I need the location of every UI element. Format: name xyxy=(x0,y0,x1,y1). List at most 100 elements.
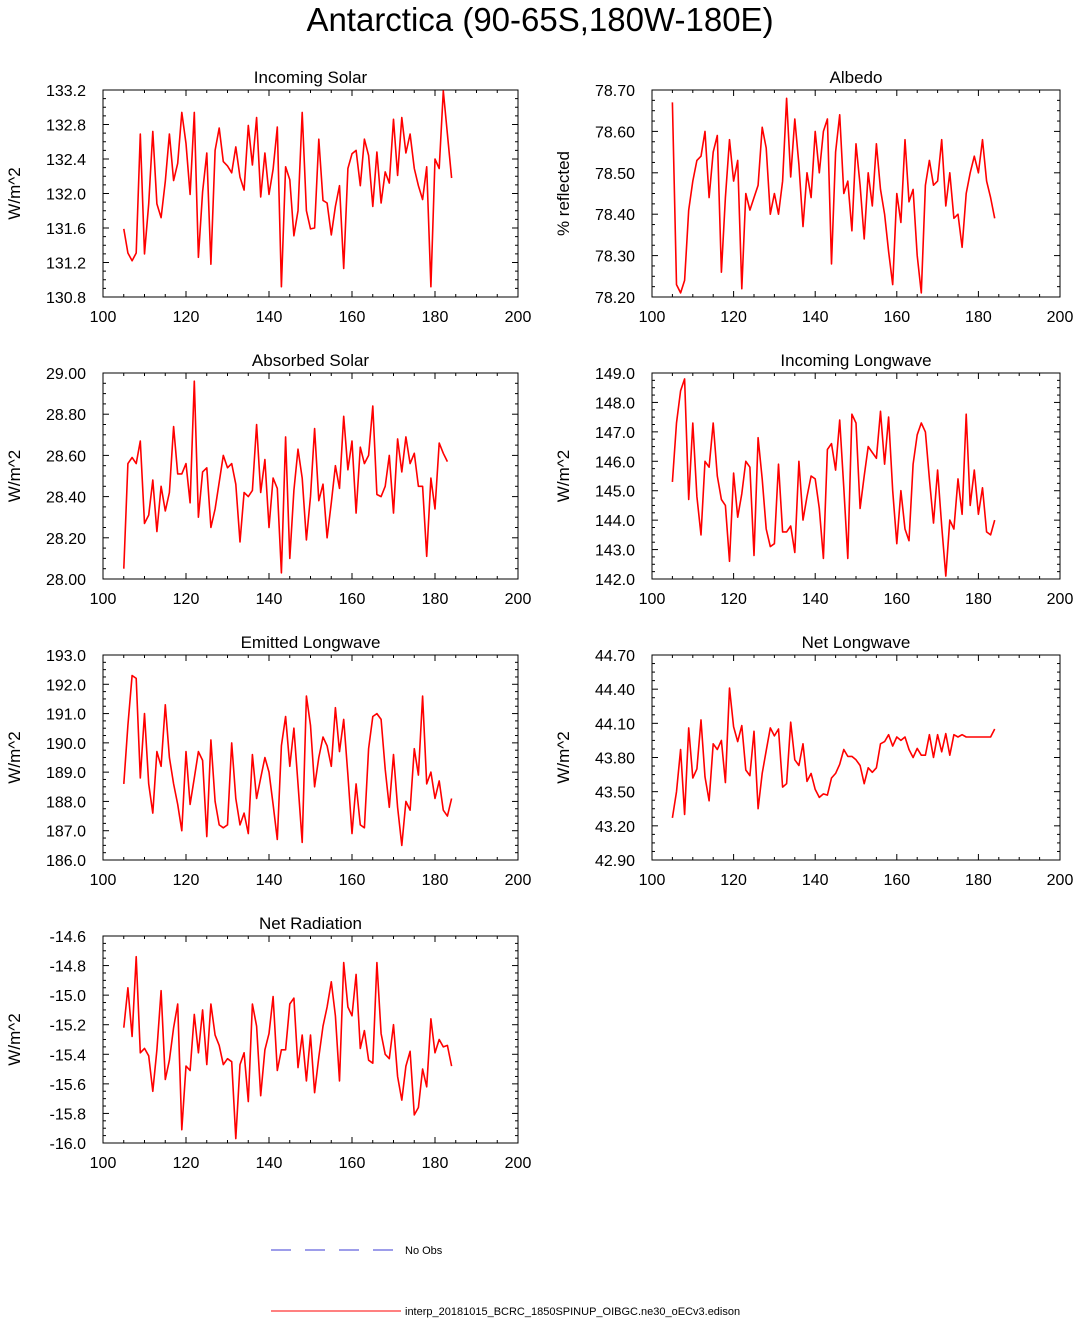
x-tick-label: 100 xyxy=(90,309,117,326)
y-tick-label: -14.6 xyxy=(50,929,87,946)
y-tick-label: 28.20 xyxy=(46,531,86,548)
x-tick-label: 200 xyxy=(1047,591,1074,608)
x-tick-label: 180 xyxy=(965,591,992,608)
y-tick-label: 193.0 xyxy=(46,648,86,665)
x-tick-label: 120 xyxy=(173,591,200,608)
x-tick-label: 120 xyxy=(173,1155,200,1172)
y-tick-label: 132.8 xyxy=(46,118,86,135)
x-tick-label: 100 xyxy=(90,591,117,608)
figure-title: Antarctica (90-65S,180W-180E) xyxy=(306,1,773,38)
legend-no-obs-label: No Obs xyxy=(405,1245,443,1257)
plot-frame xyxy=(651,89,1061,298)
series-line xyxy=(671,97,996,294)
x-tick-label: 140 xyxy=(256,309,283,326)
x-tick-label: 100 xyxy=(639,872,666,889)
x-tick-label: 200 xyxy=(505,1155,532,1172)
y-tick-label: -15.0 xyxy=(50,988,87,1005)
panel-title: Incoming Solar xyxy=(254,68,368,87)
y-axis-label: W/m^2 xyxy=(554,450,573,502)
x-tick-label: 160 xyxy=(883,591,910,608)
y-tick-label: 187.0 xyxy=(46,824,86,841)
y-tick-label: 189.0 xyxy=(46,765,86,782)
x-tick-label: 160 xyxy=(883,309,910,326)
x-tick-label: 200 xyxy=(505,591,532,608)
y-tick-label: 186.0 xyxy=(46,853,86,870)
y-tick-label: 142.0 xyxy=(595,572,635,589)
panel-title: Net Longwave xyxy=(802,633,911,652)
plot-frame xyxy=(102,89,519,298)
x-tick-label: 160 xyxy=(339,1155,366,1172)
y-tick-label: 143.0 xyxy=(595,543,635,560)
x-tick-label: 140 xyxy=(802,309,829,326)
y-tick-label: 78.70 xyxy=(595,83,635,100)
x-tick-label: 200 xyxy=(1047,872,1074,889)
panel-albedo: 100 120 140 160 180 200 78.20 78.30 78.40 78.50 78… xyxy=(554,68,1073,326)
x-tick-label: 140 xyxy=(802,872,829,889)
y-tick-label: 78.30 xyxy=(595,249,635,266)
x-tick-label: 180 xyxy=(965,872,992,889)
x-tick-label: 120 xyxy=(720,309,747,326)
x-tick-label: 120 xyxy=(173,309,200,326)
y-tick-label: 130.8 xyxy=(46,290,86,307)
series-line xyxy=(123,380,449,574)
y-tick-label: 28.00 xyxy=(46,572,86,589)
x-tick-label: 100 xyxy=(90,872,117,889)
y-tick-label: 131.6 xyxy=(46,221,86,238)
y-axis-label: W/m^2 xyxy=(5,167,24,219)
y-axis-label: W/m^2 xyxy=(5,450,24,502)
y-tick-label: 78.40 xyxy=(595,207,635,224)
y-axis-label: W/m^2 xyxy=(5,1013,24,1065)
plot-frame xyxy=(102,372,519,580)
x-tick-label: 120 xyxy=(720,872,747,889)
y-tick-label: -15.8 xyxy=(50,1106,87,1123)
y-tick-label: 78.20 xyxy=(595,290,635,307)
y-tick-label: 28.80 xyxy=(46,407,86,424)
series-line xyxy=(123,90,453,288)
y-tick-label: -15.6 xyxy=(50,1077,87,1094)
y-tick-label: 145.0 xyxy=(595,484,635,501)
y-tick-label: -15.4 xyxy=(50,1047,87,1064)
legend: No Obs interp_20181015_BCRC_1850SPINUP_O… xyxy=(271,1245,740,1318)
series-line xyxy=(671,687,996,819)
panel-incoming-solar: 100 120 140 160 180 200 130.8 131.2 131.6 132.0 13… xyxy=(5,68,531,326)
x-tick-label: 180 xyxy=(422,309,449,326)
panel-title: Emitted Longwave xyxy=(241,633,381,652)
y-tick-label: 146.0 xyxy=(595,454,635,471)
y-tick-label: 144.0 xyxy=(595,513,635,530)
x-tick-label: 200 xyxy=(1047,309,1074,326)
panel-net-radiation: 100 120 140 160 180 200 -16.0 -15.8 -15.6 -15.4 -1… xyxy=(5,914,531,1172)
x-tick-label: 120 xyxy=(720,591,747,608)
x-tick-label: 180 xyxy=(422,591,449,608)
x-tick-label: 160 xyxy=(339,872,366,889)
y-tick-label: -15.2 xyxy=(50,1018,87,1035)
y-tick-label: 44.40 xyxy=(595,682,635,699)
panel-absorbed-solar: 100 120 140 160 180 200 28.00 28.20 28.40 28.60 28… xyxy=(5,351,531,608)
plot-frame xyxy=(651,654,1061,861)
panel-title: Absorbed Solar xyxy=(252,351,370,370)
x-tick-label: 160 xyxy=(883,872,910,889)
series-line xyxy=(671,378,996,577)
y-tick-label: 42.90 xyxy=(595,853,635,870)
x-tick-label: 160 xyxy=(339,591,366,608)
y-tick-label: -16.0 xyxy=(50,1136,87,1153)
y-tick-label: 148.0 xyxy=(595,395,635,412)
y-tick-label: 132.4 xyxy=(46,152,86,169)
y-axis-label: W/m^2 xyxy=(5,731,24,783)
x-tick-label: 100 xyxy=(639,591,666,608)
legend-model-label: interp_20181015_BCRC_1850SPINUP_OIBGC.ne… xyxy=(405,1306,740,1318)
y-tick-label: 131.2 xyxy=(46,256,86,273)
x-tick-label: 140 xyxy=(256,591,283,608)
y-tick-label: 44.70 xyxy=(595,648,635,665)
y-tick-label: 190.0 xyxy=(46,736,86,753)
panel-title: Incoming Longwave xyxy=(780,351,931,370)
y-tick-label: 78.60 xyxy=(595,124,635,141)
x-tick-label: 200 xyxy=(505,309,532,326)
x-tick-label: 120 xyxy=(173,872,200,889)
y-axis-label: % reflected xyxy=(554,151,573,236)
x-tick-label: 140 xyxy=(256,872,283,889)
x-tick-label: 180 xyxy=(422,1155,449,1172)
x-tick-label: 140 xyxy=(802,591,829,608)
x-tick-label: 160 xyxy=(339,309,366,326)
panel-net-longwave: 100 120 140 160 180 200 42.90 43.20 43.50 43.80 44… xyxy=(554,633,1073,889)
